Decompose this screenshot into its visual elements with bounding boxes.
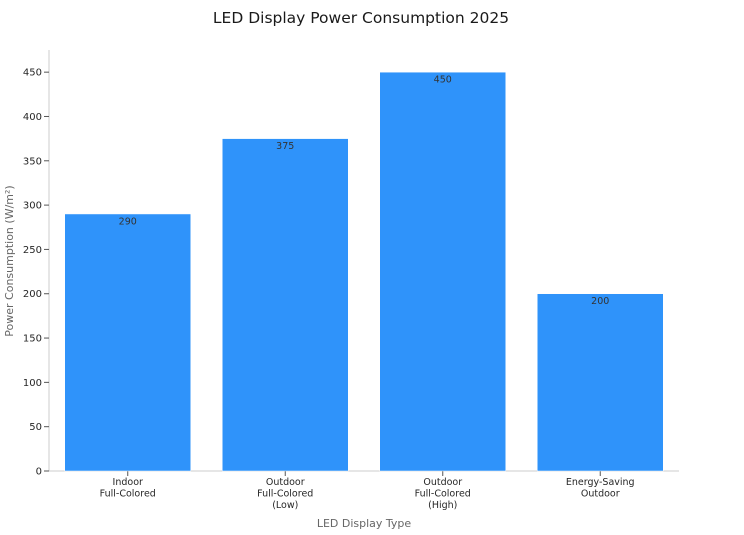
y-tick-label: 250 bbox=[23, 245, 42, 256]
y-tick-label: 350 bbox=[23, 156, 42, 167]
x-tick-label-line: Full-Colored bbox=[415, 489, 471, 500]
y-tick-label: 50 bbox=[29, 422, 42, 433]
y-tick-label: 0 bbox=[36, 467, 42, 478]
x-tick-label: Outdoor Full-Colored (High) bbox=[415, 477, 471, 511]
y-tick-label: 100 bbox=[23, 378, 42, 389]
x-tick-label-line: (Low) bbox=[272, 500, 298, 511]
data-label: 375 bbox=[276, 141, 294, 152]
y-tick-label: 400 bbox=[23, 112, 42, 123]
y-axis-title: Power Consumption (W/m²) bbox=[3, 185, 16, 336]
x-tick-label-line: (High) bbox=[428, 500, 457, 511]
x-tick-label: Energy-Saving Outdoor bbox=[566, 477, 635, 500]
y-tick-label: 150 bbox=[23, 334, 42, 345]
data-label: 450 bbox=[434, 75, 452, 86]
x-tick-label-line: Outdoor bbox=[266, 477, 305, 488]
chart-title: LED Display Power Consumption 2025 bbox=[213, 9, 509, 27]
x-tick-label: Outdoor Full-Colored (Low) bbox=[257, 477, 313, 511]
y-tick-label: 200 bbox=[23, 289, 42, 300]
y-tick-label: 300 bbox=[23, 201, 42, 212]
bar bbox=[222, 138, 349, 472]
data-label: 200 bbox=[591, 296, 609, 307]
data-label: 290 bbox=[119, 216, 137, 227]
x-tick-label-line: Full-Colored bbox=[257, 489, 313, 500]
x-tick-label-line: Full-Colored bbox=[100, 489, 156, 500]
x-tick-label-line: Outdoor bbox=[581, 489, 620, 500]
bar bbox=[64, 213, 191, 472]
y-axis: 0 50 100 150 200 250 300 350 400 450 bbox=[23, 50, 50, 478]
x-axis-title: LED Display Type bbox=[317, 517, 412, 530]
bars-group bbox=[64, 71, 664, 472]
x-tick-label-line: Energy-Saving bbox=[566, 477, 635, 488]
bar bbox=[537, 293, 664, 472]
bar bbox=[379, 71, 506, 472]
x-tick-label: Indoor Full-Colored bbox=[100, 477, 156, 500]
x-tick-label-line: Outdoor bbox=[423, 477, 462, 488]
x-tick-label-line: Indoor bbox=[113, 477, 143, 488]
data-labels-group: 290 375 450 200 bbox=[119, 75, 610, 308]
y-tick-label: 450 bbox=[23, 68, 42, 79]
